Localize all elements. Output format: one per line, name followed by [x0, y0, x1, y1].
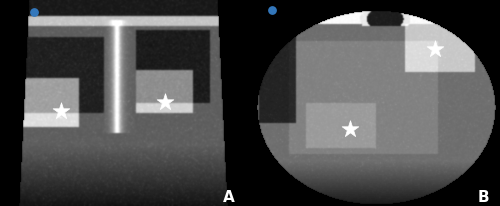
Text: A: A	[223, 190, 234, 205]
Point	[346, 128, 354, 131]
Point	[268, 8, 276, 11]
Text: B: B	[478, 190, 489, 205]
Point	[30, 10, 38, 13]
Point	[162, 101, 170, 104]
Point	[431, 47, 439, 50]
Point	[58, 109, 66, 112]
